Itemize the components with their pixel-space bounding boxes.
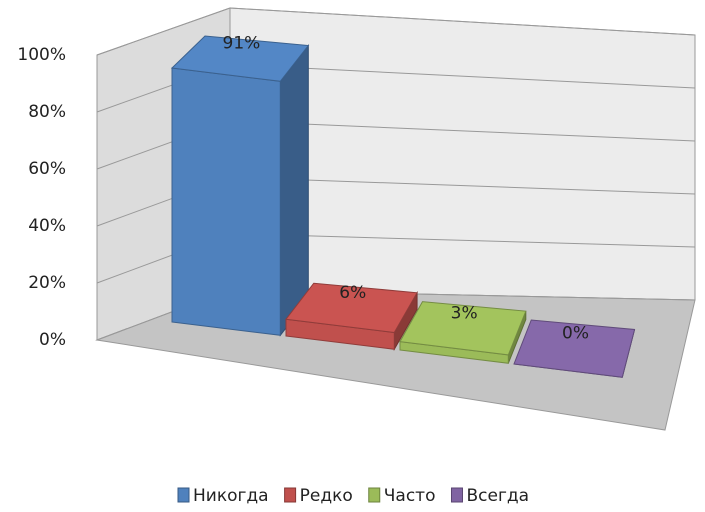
legend-swatch — [177, 487, 190, 503]
bar-front — [171, 67, 281, 336]
legend-label: Редко — [300, 486, 353, 506]
y-tick-label: 80% — [28, 102, 66, 122]
bar-side — [279, 44, 309, 337]
legend-swatch — [284, 487, 297, 503]
bar — [399, 301, 527, 364]
bar-top — [170, 35, 310, 82]
data-label: 91% — [223, 34, 261, 54]
y-tick-label: 40% — [28, 216, 66, 236]
legend-label: Всегда — [466, 486, 529, 506]
grid-line — [96, 7, 696, 56]
bar-top — [285, 282, 418, 334]
bar — [513, 319, 636, 378]
y-tick-label: 60% — [28, 159, 66, 179]
y-tick-label: 20% — [28, 273, 66, 293]
data-label: 6% — [339, 283, 366, 303]
legend-swatch — [368, 487, 381, 503]
bar — [285, 282, 418, 352]
bar-top — [513, 319, 636, 378]
legend-label: Никогда — [193, 486, 269, 506]
legend-swatch — [450, 487, 463, 503]
legend-label: Часто — [384, 486, 436, 506]
y-tick-label: 100% — [17, 45, 66, 65]
data-label: 0% — [562, 324, 589, 344]
bar-top — [399, 301, 527, 356]
data-label: 3% — [451, 303, 478, 323]
y-tick-label: 0% — [39, 330, 66, 350]
bar — [170, 35, 310, 337]
